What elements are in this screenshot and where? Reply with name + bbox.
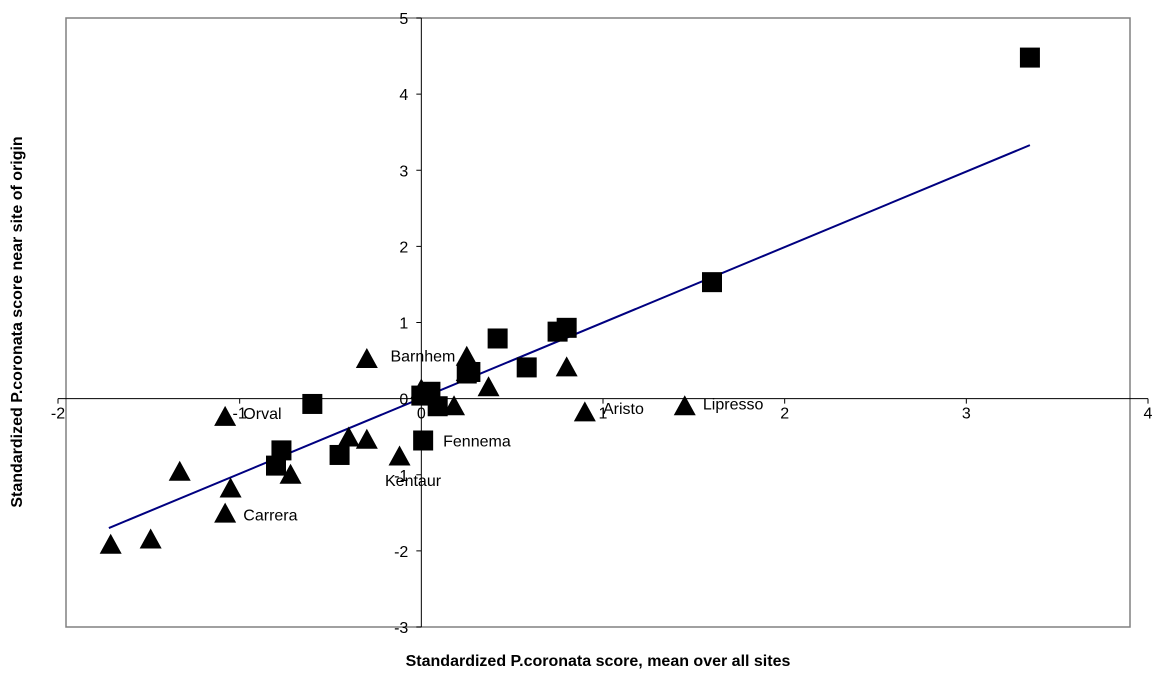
triangle-point xyxy=(477,376,500,397)
x-tick-label: 4 xyxy=(1144,406,1152,423)
x-tick-label: 2 xyxy=(780,406,789,423)
y-tick-label: -3 xyxy=(394,620,408,637)
y-tick-label: 1 xyxy=(399,316,408,333)
y-tick-label: 2 xyxy=(399,239,408,256)
data-points xyxy=(99,47,1040,554)
triangle-point xyxy=(99,533,122,554)
point-label: Barnhem xyxy=(390,348,455,365)
point-label: Orval xyxy=(243,406,281,423)
square-point xyxy=(702,272,722,293)
triangle-point xyxy=(214,502,237,523)
x-tick-label: -2 xyxy=(51,406,65,423)
y-tick-label: 0 xyxy=(399,392,408,409)
square-point xyxy=(487,328,508,349)
point-label: Kentaur xyxy=(385,473,442,490)
y-tick-label: 5 xyxy=(399,11,408,28)
triangle-point xyxy=(555,356,578,377)
triangle-point xyxy=(455,360,478,381)
triangle-point xyxy=(214,405,237,426)
square-point xyxy=(547,321,568,342)
point-label: Carrera xyxy=(243,507,297,524)
square-point xyxy=(271,440,292,461)
triangle-point xyxy=(337,426,360,447)
triangle-point xyxy=(355,428,378,449)
triangle-point xyxy=(219,477,242,498)
point-label: Lipresso xyxy=(703,396,764,413)
x-tick-label: 1 xyxy=(599,406,608,423)
square-point xyxy=(516,357,537,378)
square-point xyxy=(329,444,350,465)
y-tick-label: 3 xyxy=(399,163,408,180)
y-tick-label: -1 xyxy=(394,468,408,485)
square-point xyxy=(413,430,434,451)
triangle-point xyxy=(168,460,191,481)
y-axis-title: Standardized P.coronata score near site … xyxy=(9,136,26,507)
triangle-point xyxy=(139,528,162,549)
point-label: Fennema xyxy=(443,434,511,451)
x-tick-label: 3 xyxy=(962,406,971,423)
plot-frame xyxy=(65,17,1131,628)
square-point xyxy=(427,396,448,417)
square-point xyxy=(1019,47,1040,68)
triangle-point xyxy=(455,345,478,366)
triangle-point xyxy=(673,395,696,416)
point-labels: Barnhem Orval Aristo Lipresso Fennema Kentaur… xyxy=(243,348,763,524)
triangle-point xyxy=(388,445,411,466)
x-tick-label: 0 xyxy=(417,406,426,423)
square-point xyxy=(302,393,323,414)
point-label: Aristo xyxy=(603,401,644,418)
triangle-point xyxy=(573,401,596,422)
x-tick-label: -1 xyxy=(233,406,247,423)
x-axis-title: Standardized P.coronata score, mean over… xyxy=(406,653,791,670)
y-tick-label: 4 xyxy=(399,87,408,104)
y-tick-label: -2 xyxy=(394,544,408,561)
tick-labels: -2 -1 0 1 2 3 4 -3 -2 -1 0 1 2 3 4 5 xyxy=(51,11,1152,637)
triangle-point xyxy=(410,378,433,399)
triangle-point xyxy=(279,463,302,484)
triangle-point xyxy=(443,395,466,416)
triangle-point xyxy=(355,348,378,369)
square-point xyxy=(266,455,286,476)
